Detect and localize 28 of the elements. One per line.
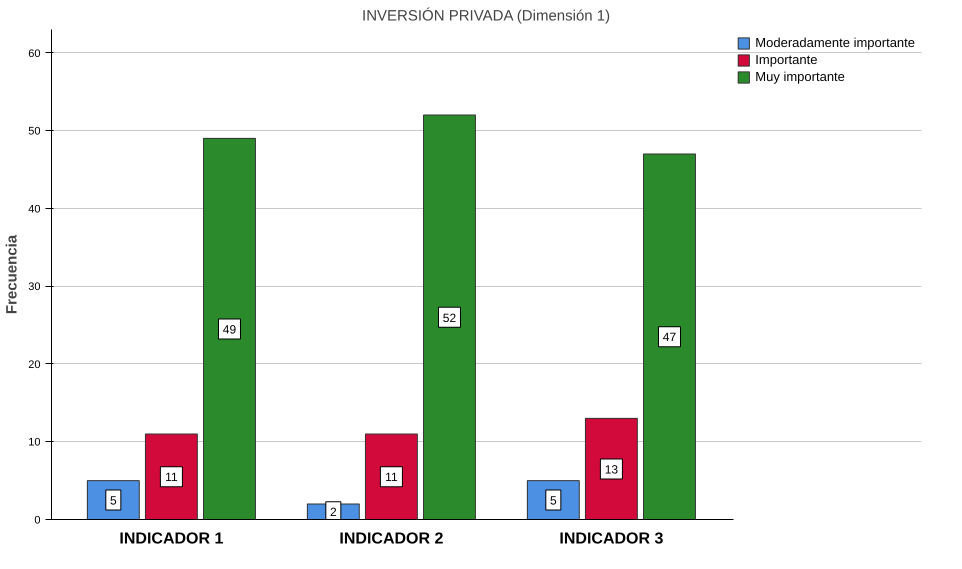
x-tick-label: INDICADOR 2: [339, 530, 444, 548]
bar: [643, 153, 696, 520]
y-tick-label: 60: [28, 48, 41, 60]
y-tick-label: 50: [28, 126, 41, 138]
data-label: 11: [385, 470, 398, 484]
bar: [203, 138, 256, 520]
bar: [423, 114, 476, 520]
data-label: 5: [110, 494, 117, 508]
chart-title: INVERSIÓN PRIVADA (Dimensión 1): [362, 6, 610, 24]
data-label: 2: [330, 505, 337, 520]
x-tick-label: INDICADOR 1: [119, 530, 224, 548]
data-label: 13: [604, 462, 618, 476]
y-tick-label: 20: [28, 358, 41, 371]
data-label: 5: [550, 494, 557, 508]
y-tick-label: 10: [28, 436, 41, 449]
y-axis-title: Frecuencia: [3, 234, 20, 314]
y-tick-label: 0: [34, 514, 41, 526]
legend-label: Importante: [755, 52, 818, 67]
data-label: 11: [165, 470, 178, 484]
data-label: 52: [442, 310, 456, 325]
y-tick-label: 30: [28, 281, 41, 294]
legend-label: Moderadamente importante: [755, 35, 915, 50]
data-label: 49: [222, 322, 236, 336]
x-tick-label: INDICADOR 3: [559, 530, 664, 548]
legend-label: Muy importante: [755, 69, 845, 84]
y-tick-label: 40: [28, 203, 41, 216]
data-label: 47: [662, 330, 676, 344]
bar: [584, 418, 638, 520]
